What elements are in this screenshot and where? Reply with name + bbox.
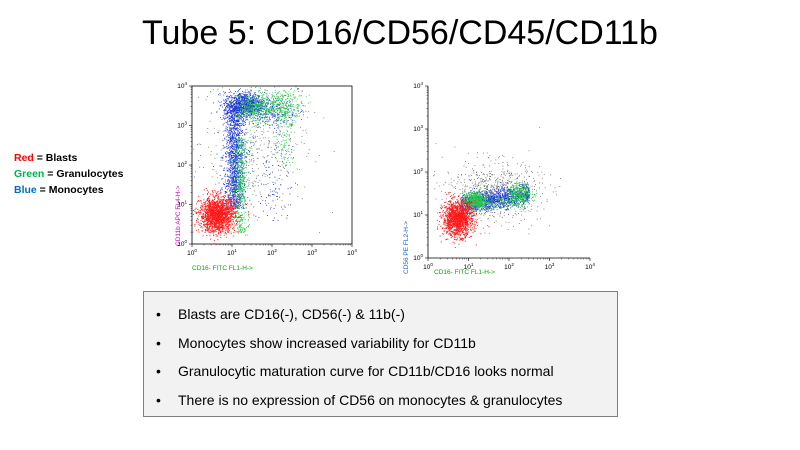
finding-bullet: Blasts are CD16(-), CD56(-) & 11b(-) [156, 300, 607, 329]
x-tick-labels: 100 101 102 103 104 [423, 262, 595, 271]
legend-text-blasts: = Blasts [33, 152, 78, 164]
y-tick-label: 101 [413, 210, 423, 219]
y-tick-label: 104 [177, 81, 187, 90]
legend-color-green: Green [14, 168, 45, 180]
event-dots [192, 86, 335, 245]
title-tube-label: Tube 5: [142, 14, 257, 52]
y-tick-label: 102 [177, 160, 187, 169]
x-tick-label: 103 [307, 248, 317, 257]
y-tick-label: 100 [413, 253, 423, 262]
x-tick-label: 100 [423, 262, 433, 271]
color-legend: Red = Blasts Green = Granulocytes Blue =… [14, 150, 123, 198]
x-tick-label: 102 [504, 262, 514, 271]
slide-title: Tube 5: CD16/CD56/CD45/CD11b [0, 14, 800, 53]
legend-text-monocytes: = Monocytes [36, 184, 104, 196]
legend-item-granulocytes: Green = Granulocytes [14, 166, 123, 182]
finding-bullet: There is no expression of CD56 on monocy… [156, 386, 607, 415]
y-tick-labels: 100 101 102 103 104 [177, 81, 187, 248]
y-tick-label: 100 [177, 239, 187, 248]
x-tick-label: 101 [464, 262, 474, 271]
x-tick-label: 100 [187, 248, 197, 257]
event-dots [433, 126, 561, 248]
axis-ticks [425, 85, 591, 261]
legend-text-granulocytes: = Granulocytes [44, 168, 124, 180]
finding-bullet: Monocytes show increased variability for… [156, 329, 607, 358]
x-tick-label: 103 [545, 262, 555, 271]
plot-frame-right [428, 86, 590, 258]
x-axis-label: CD16- FITC FL1-H-> [192, 265, 253, 272]
y-tick-label: 103 [177, 121, 187, 130]
y-tick-label: 103 [413, 124, 423, 133]
x-tick-label: 104 [347, 248, 357, 257]
axis-ticks [189, 85, 353, 247]
legend-item-blasts: Red = Blasts [14, 150, 123, 166]
scatter-plot-cd56-cd16: 100 101 102 103 104 100 101 102 103 104 CD56 PE … [403, 81, 595, 276]
y-axis-label: CD11b APC FL4-H-> [175, 185, 182, 246]
title-markers: CD16/CD56/CD45/CD11b [256, 14, 658, 52]
x-tick-label: 104 [585, 262, 595, 271]
legend-color-blue: Blue [14, 184, 37, 196]
x-tick-label: 102 [267, 248, 277, 257]
x-axis-label: CD16- FITC FL1-H-> [434, 269, 495, 276]
legend-item-monocytes: Blue = Monocytes [14, 182, 123, 198]
scatter-plot-cd11b-cd16: 100 101 102 103 104 100 101 102 103 104 CD11b AP… [175, 81, 357, 272]
findings-box: Blasts are CD16(-), CD56(-) & 11b(-) Mon… [143, 291, 618, 417]
y-axis-label: CD56 PE FL2-H-> [403, 221, 410, 274]
y-tick-label: 104 [413, 81, 423, 90]
y-tick-label: 102 [413, 167, 423, 176]
x-tick-label: 101 [227, 248, 237, 257]
y-tick-labels: 100 101 102 103 104 [413, 81, 423, 262]
legend-color-red: Red [14, 152, 34, 164]
y-tick-label: 101 [177, 200, 187, 209]
finding-bullet: Granulocytic maturation curve for CD11b/… [156, 357, 607, 386]
x-tick-labels: 100 101 102 103 104 [187, 248, 357, 257]
